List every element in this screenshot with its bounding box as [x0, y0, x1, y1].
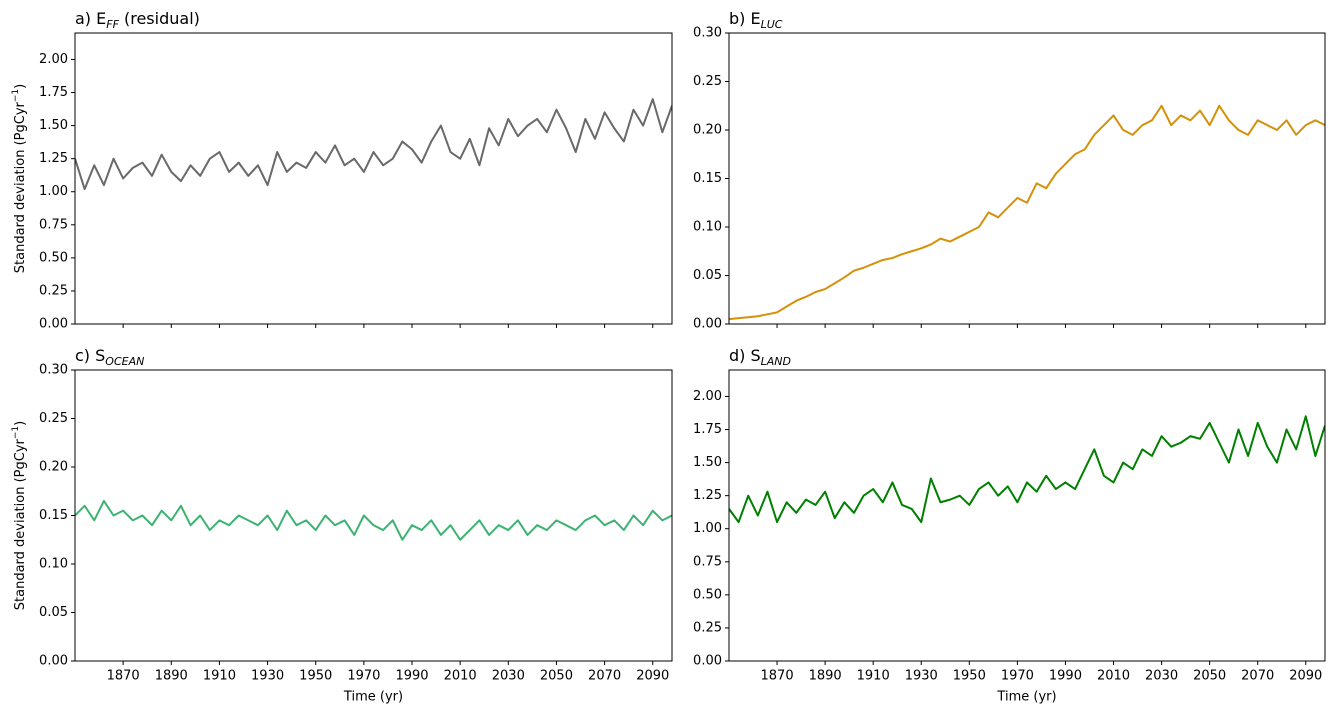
y-tick-label: 0.25 — [693, 620, 722, 635]
y-tick-label: 0.00 — [39, 654, 68, 669]
y-tick-label: 0.50 — [693, 587, 722, 602]
x-tick-label: 2050 — [540, 669, 573, 684]
y-tick-label: 0.25 — [693, 74, 722, 89]
x-tick-label: 1930 — [905, 669, 938, 684]
y-tick-label: 0.20 — [693, 123, 722, 138]
y-tick-label: 0.15 — [39, 508, 68, 523]
title-main: a) E — [75, 9, 106, 28]
title-main: c) S — [75, 346, 105, 365]
x-tick-label: 1970 — [347, 669, 380, 684]
y-tick-label: 1.25 — [693, 488, 722, 503]
plot-area — [75, 98, 672, 191]
data-line — [729, 415, 1325, 524]
plot-area — [75, 499, 672, 541]
data-line — [75, 98, 672, 191]
axes-frame — [728, 32, 1326, 325]
x-tick-label: 1870 — [107, 669, 140, 684]
x-tick-label: 1910 — [203, 669, 236, 684]
y-tick-label: 0.00 — [693, 317, 722, 332]
axes-frame — [728, 369, 1326, 662]
x-tick-label: 2030 — [1145, 669, 1178, 684]
x-tick-label: 2030 — [492, 669, 525, 684]
y-label-main: Standard deviation (PgCyr — [13, 101, 28, 273]
title-sub: FF — [106, 18, 119, 31]
x-tick-label: 1890 — [809, 669, 842, 684]
y-tick-label: 0.05 — [693, 268, 722, 283]
plot-area — [729, 415, 1325, 524]
y-tick-label: 1.00 — [693, 521, 722, 536]
x-tick-label: 1950 — [299, 669, 332, 684]
title-sub: LUC — [761, 18, 783, 31]
y-tick-label: 0.05 — [39, 605, 68, 620]
axes-frame — [74, 369, 673, 662]
panel-title: a) EFF (residual) — [75, 9, 200, 31]
y-tick-label: 0.10 — [39, 557, 68, 572]
title-main: d) S — [729, 346, 761, 365]
title-main: b) E — [729, 9, 761, 28]
y-label-end: ) — [13, 421, 28, 426]
y-tick-label: 0.20 — [39, 460, 68, 475]
title-suffix: (residual) — [119, 9, 200, 28]
y-tick-label: 0.00 — [693, 654, 722, 669]
y-tick-label: 0.00 — [39, 317, 68, 332]
y-label-main: Standard deviation (PgCyr — [13, 438, 28, 610]
panel: 0.00 0.05 0.10 0.15 0.20 0.25 0.30 b) ELUC — [693, 9, 1326, 332]
y-tick-label: 2.00 — [39, 52, 68, 67]
y-tick-label: 0.25 — [39, 283, 68, 298]
x-tick-label: 1950 — [953, 669, 986, 684]
y-tick-label: 1.75 — [693, 422, 722, 437]
y-tick-label: 0.50 — [39, 250, 68, 265]
y-tick-label: 1.50 — [39, 118, 68, 133]
panel-title: c) SOCEAN — [75, 346, 144, 368]
x-tick-label: 2090 — [1289, 669, 1322, 684]
panel-title: b) ELUC — [729, 9, 783, 31]
panel: 0.00 0.25 0.50 0.75 1.00 1.25 1.50 1.75 2.00 a) E… — [11, 9, 673, 332]
panel: 0.00 0.25 0.50 0.75 1.00 1.25 1.50 1.75 2.00 1870… — [693, 346, 1326, 705]
title-sub: OCEAN — [105, 355, 144, 368]
x-tick-label: 1930 — [251, 669, 284, 684]
x-tick-label: 2010 — [1097, 669, 1130, 684]
x-tick-label: 2010 — [444, 669, 477, 684]
x-tick-label: 2070 — [588, 669, 621, 684]
x-tick-label: 1990 — [395, 669, 428, 684]
axes-frame — [74, 32, 673, 325]
x-axis-label: Time (yr) — [996, 690, 1056, 705]
x-axis-label: Time (yr) — [343, 690, 403, 705]
y-tick-label: 0.30 — [39, 363, 68, 378]
y-axis-label: Standard deviation (PgCyr−1) — [11, 84, 28, 273]
y-tick-label: 0.15 — [693, 171, 722, 186]
y-tick-label: 0.25 — [39, 411, 68, 426]
y-tick-label: 0.75 — [693, 554, 722, 569]
y-label-sup: −1 — [11, 89, 21, 102]
y-tick-label: 1.00 — [39, 184, 68, 199]
x-tick-label: 2090 — [636, 669, 669, 684]
x-tick-label: 1890 — [155, 669, 188, 684]
y-label-sup: −1 — [11, 426, 21, 439]
x-tick-label: 1970 — [1001, 669, 1034, 684]
x-tick-label: 1910 — [857, 669, 890, 684]
y-axis-label: Standard deviation (PgCyr−1) — [11, 421, 28, 610]
y-tick-label: 1.75 — [39, 85, 68, 100]
y-tick-label: 2.00 — [693, 389, 722, 404]
y-tick-label: 1.25 — [39, 151, 68, 166]
x-tick-label: 2050 — [1193, 669, 1226, 684]
x-tick-label: 1870 — [761, 669, 794, 684]
x-tick-label: 2070 — [1241, 669, 1274, 684]
y-label-end: ) — [13, 84, 28, 89]
title-sub: LAND — [761, 355, 791, 368]
y-tick-label: 0.10 — [693, 220, 722, 235]
x-tick-label: 1990 — [1049, 669, 1082, 684]
y-tick-label: 1.50 — [693, 455, 722, 470]
y-tick-label: 0.30 — [693, 26, 722, 41]
plot-area — [729, 104, 1325, 321]
y-tick-label: 0.75 — [39, 217, 68, 232]
panel-title: d) SLAND — [729, 346, 791, 368]
data-line — [729, 104, 1325, 321]
panel: 0.00 0.05 0.10 0.15 0.20 0.25 0.30 1870 1890 1910… — [11, 346, 673, 705]
data-line — [75, 499, 672, 541]
